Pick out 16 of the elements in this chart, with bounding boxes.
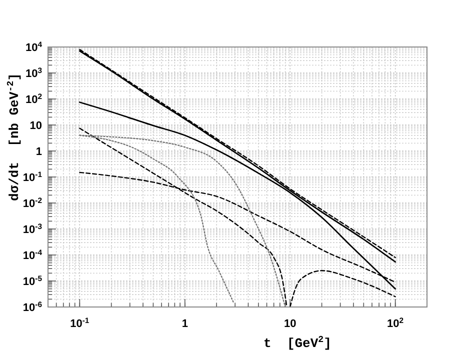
x-tick-label: 10$^{2}$ <box>387 316 404 330</box>
x-tick-label: 10 <box>284 318 296 330</box>
x-tick-label: 1 <box>182 318 188 330</box>
y-tick-label: 10$^{-5}$ <box>22 274 43 288</box>
y-tick-label: 1 <box>36 146 42 158</box>
y-tick-label: 10$^{4}$ <box>25 40 43 54</box>
y-tick-label: 10$^{-1}$ <box>22 170 43 184</box>
y-tick-label: 10$^{-3}$ <box>22 222 42 236</box>
y-tick-label: 10 <box>30 120 42 132</box>
y-tick-label: 10$^{2}$ <box>25 92 42 106</box>
x-tick-label: 10$^{-1}$ <box>70 316 90 330</box>
y-tick-label: 10$^{-6}$ <box>22 300 42 314</box>
y-tick-label: 10$^{-2}$ <box>22 196 42 210</box>
x-axis-title: t [GeV$^{2}$] <box>264 334 332 351</box>
y-tick-label: 10$^{-4}$ <box>22 248 43 262</box>
y-tick-label: 10$^{3}$ <box>25 66 42 80</box>
